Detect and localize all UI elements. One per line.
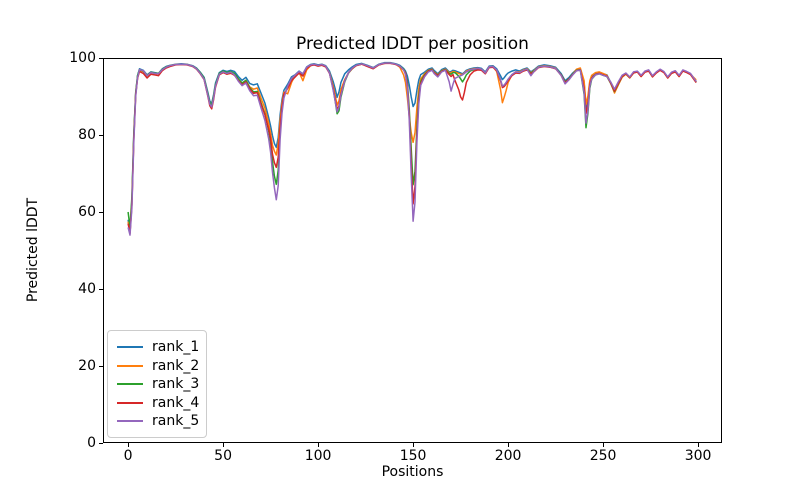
legend-line-swatch <box>117 401 143 404</box>
x-tick-label: 150 <box>399 448 427 464</box>
x-tick-label: 100 <box>304 448 332 464</box>
legend-line-swatch <box>117 383 143 385</box>
x-tick-label: 250 <box>589 448 617 464</box>
legend-item-rank_5: rank_5 <box>117 412 200 430</box>
x-tick-label: 50 <box>214 448 233 464</box>
legend-line-swatch <box>117 364 143 367</box>
y-tick-label: 0 <box>87 435 96 451</box>
legend-label: rank_5 <box>152 413 200 429</box>
chart-title: Predicted lDDT per position <box>296 34 529 54</box>
y-tick-label: 80 <box>78 127 96 143</box>
y-tick-mark <box>99 212 103 213</box>
legend-label: rank_3 <box>152 376 200 392</box>
legend-label: rank_1 <box>152 339 200 355</box>
plot-lines <box>127 61 697 236</box>
legend-item-rank_4: rank_4 <box>117 394 200 412</box>
series-line-rank_5 <box>127 62 697 236</box>
y-tick-mark <box>99 289 103 290</box>
x-tick-label: 200 <box>494 448 522 464</box>
x-tick-mark <box>698 443 700 447</box>
legend-label: rank_4 <box>152 394 200 411</box>
legend-item-rank_2: rank_2 <box>117 357 200 375</box>
y-tick-label: 60 <box>78 204 96 220</box>
x-tick-mark <box>413 443 415 447</box>
x-tick-mark <box>128 443 130 447</box>
legend-line-swatch <box>117 420 143 422</box>
legend-line-swatch <box>117 346 143 348</box>
y-tick-mark <box>99 366 103 367</box>
legend: rank_1 rank_2 rank_3 rank_4 rank_5 <box>107 330 207 438</box>
legend-item-rank_1: rank_1 <box>117 338 200 356</box>
y-tick-mark <box>99 443 103 444</box>
legend-item-rank_3: rank_3 <box>117 375 200 393</box>
legend-label: rank_2 <box>152 357 200 374</box>
x-tick-mark <box>318 443 320 447</box>
y-tick-label: 20 <box>78 358 96 374</box>
y-tick-label: 100 <box>69 50 96 66</box>
y-tick-mark <box>99 58 103 59</box>
x-tick-mark <box>508 443 510 447</box>
x-tick-label: 300 <box>684 448 712 464</box>
x-tick-mark <box>223 443 225 447</box>
x-tick-mark <box>603 443 605 447</box>
x-axis-label: Positions <box>381 464 444 480</box>
x-tick-label: 0 <box>123 448 133 464</box>
y-tick-mark <box>99 135 103 136</box>
y-axis-label: Predicted lDDT <box>25 197 41 303</box>
y-tick-label: 40 <box>78 281 96 297</box>
